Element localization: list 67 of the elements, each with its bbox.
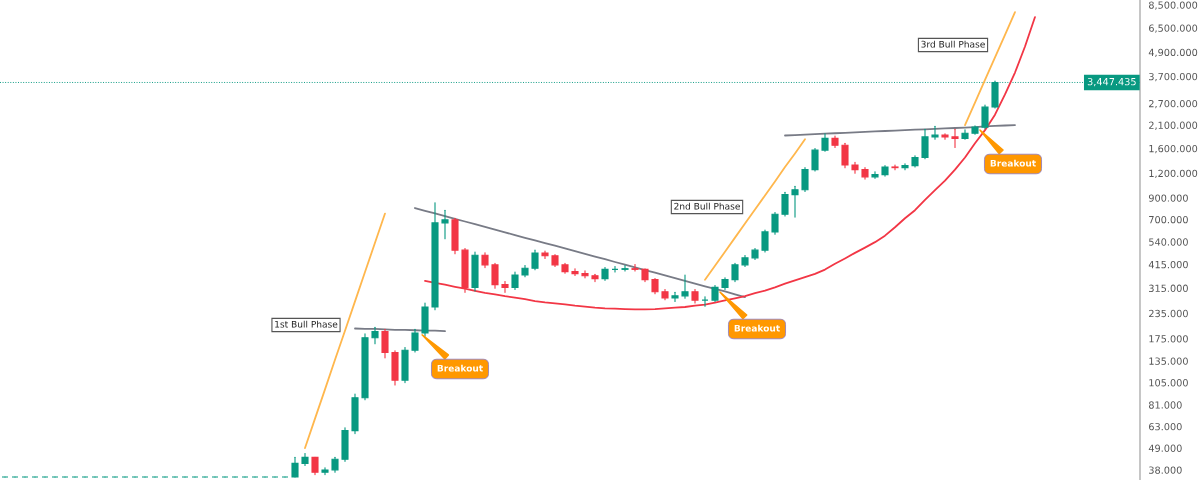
y-tick-label: 2,700.000 — [1149, 99, 1198, 109]
y-tick-label: 135.000 — [1149, 357, 1188, 365]
annotation: 2nd Bull Phase — [674, 202, 740, 210]
y-tick-label: 105.000 — [1149, 379, 1188, 387]
candlestick — [681, 274, 689, 299]
annotation: Breakout — [437, 364, 483, 372]
candlestick — [931, 125, 939, 140]
candlestick — [621, 264, 629, 272]
candlestick — [941, 133, 949, 140]
y-tick-label: 81.000 — [1148, 401, 1182, 409]
y-tick-label: 235.000 — [1149, 309, 1188, 318]
candlestick — [921, 128, 929, 160]
candlestick — [371, 326, 379, 345]
y-tick-label: 1,600.000 — [1149, 144, 1198, 154]
candlestick — [701, 296, 709, 307]
y-tick-label: 8,500.000 — [1148, 1, 1198, 10]
y-tick-label: 4,900.000 — [1148, 48, 1198, 58]
annotation: 1st Bull Phase — [275, 320, 338, 328]
candlestick — [441, 209, 449, 240]
y-tick-label: 1,200.000 — [1149, 169, 1198, 179]
annotation: 3rd Bull Phase — [921, 40, 985, 48]
candlestick — [981, 104, 989, 130]
y-tick-label: 49.000 — [1148, 444, 1182, 452]
candlestick — [901, 163, 909, 171]
candlestick — [531, 249, 539, 271]
ref-line-label: 3,447.435 — [1087, 77, 1136, 87]
line-series — [424, 16, 1036, 311]
candlestick — [291, 456, 299, 478]
candlestick — [581, 270, 589, 279]
candlestick — [781, 191, 789, 217]
annotation: Breakout — [990, 159, 1036, 167]
y-tick-label: 63.000 — [1149, 422, 1182, 431]
y-tick-label: 2,100.000 — [1149, 121, 1198, 130]
candlestick — [761, 229, 769, 253]
y-tick-label: 900.000 — [1148, 194, 1188, 202]
candlestick — [851, 161, 859, 174]
candlestick — [491, 262, 499, 289]
candlestick — [501, 281, 509, 293]
candlestick — [571, 268, 579, 277]
candlestick — [891, 164, 899, 171]
candlestick — [961, 129, 969, 140]
annotation: Breakout — [734, 324, 780, 332]
candlestick — [951, 128, 959, 148]
candlestick — [411, 328, 419, 353]
y-tick-label: 175.000 — [1149, 335, 1188, 343]
y-tick-label: 700.000 — [1149, 215, 1188, 224]
candlestick — [541, 250, 549, 260]
candlestick — [801, 167, 809, 193]
y-tick-label: 415.000 — [1148, 260, 1188, 269]
candlestick — [671, 291, 679, 302]
candlestick — [791, 185, 799, 218]
y-tick-label: 3,700.000 — [1149, 72, 1198, 82]
candlestick — [771, 211, 779, 235]
candlestick — [841, 142, 849, 169]
y-tick-label: 540.000 — [1149, 238, 1188, 246]
candlestick — [301, 452, 309, 467]
candlestick — [871, 171, 879, 179]
candlestick — [591, 273, 599, 283]
candlestick — [631, 263, 639, 272]
y-tick-label: 315.000 — [1149, 284, 1188, 292]
line-series — [784, 124, 1016, 137]
candlestick — [321, 467, 329, 476]
candlestick — [381, 328, 389, 359]
y-tick-label: 38.000 — [1149, 466, 1182, 474]
candlestick — [811, 147, 819, 172]
candlestick — [731, 262, 739, 283]
y-tick-label: 6,500.000 — [1149, 24, 1198, 33]
